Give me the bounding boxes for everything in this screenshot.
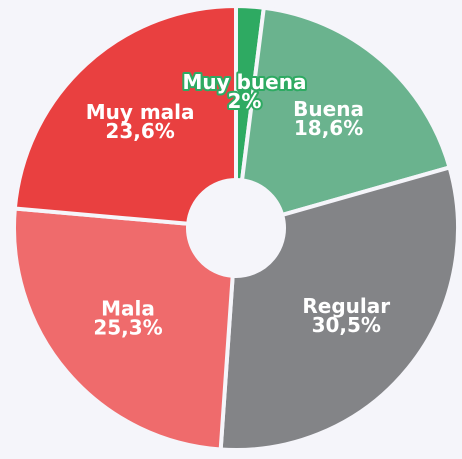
slice-name: Muy mala bbox=[86, 100, 195, 124]
slice-name: Muy buena bbox=[182, 70, 306, 94]
slice bbox=[218, 165, 460, 452]
slice-value: 25,3% bbox=[93, 316, 162, 340]
slice-name: Regular bbox=[302, 294, 390, 318]
slice-name: Buena bbox=[293, 97, 364, 121]
slice-value: 23,6% bbox=[105, 119, 174, 143]
slice bbox=[240, 5, 452, 217]
slice-value: 2% bbox=[227, 89, 261, 113]
slice bbox=[12, 4, 238, 226]
slice-value: 18,6% bbox=[294, 116, 363, 140]
slice-name: Mala bbox=[101, 297, 155, 321]
slice-value: 30,5% bbox=[312, 313, 381, 337]
slice bbox=[12, 206, 235, 452]
